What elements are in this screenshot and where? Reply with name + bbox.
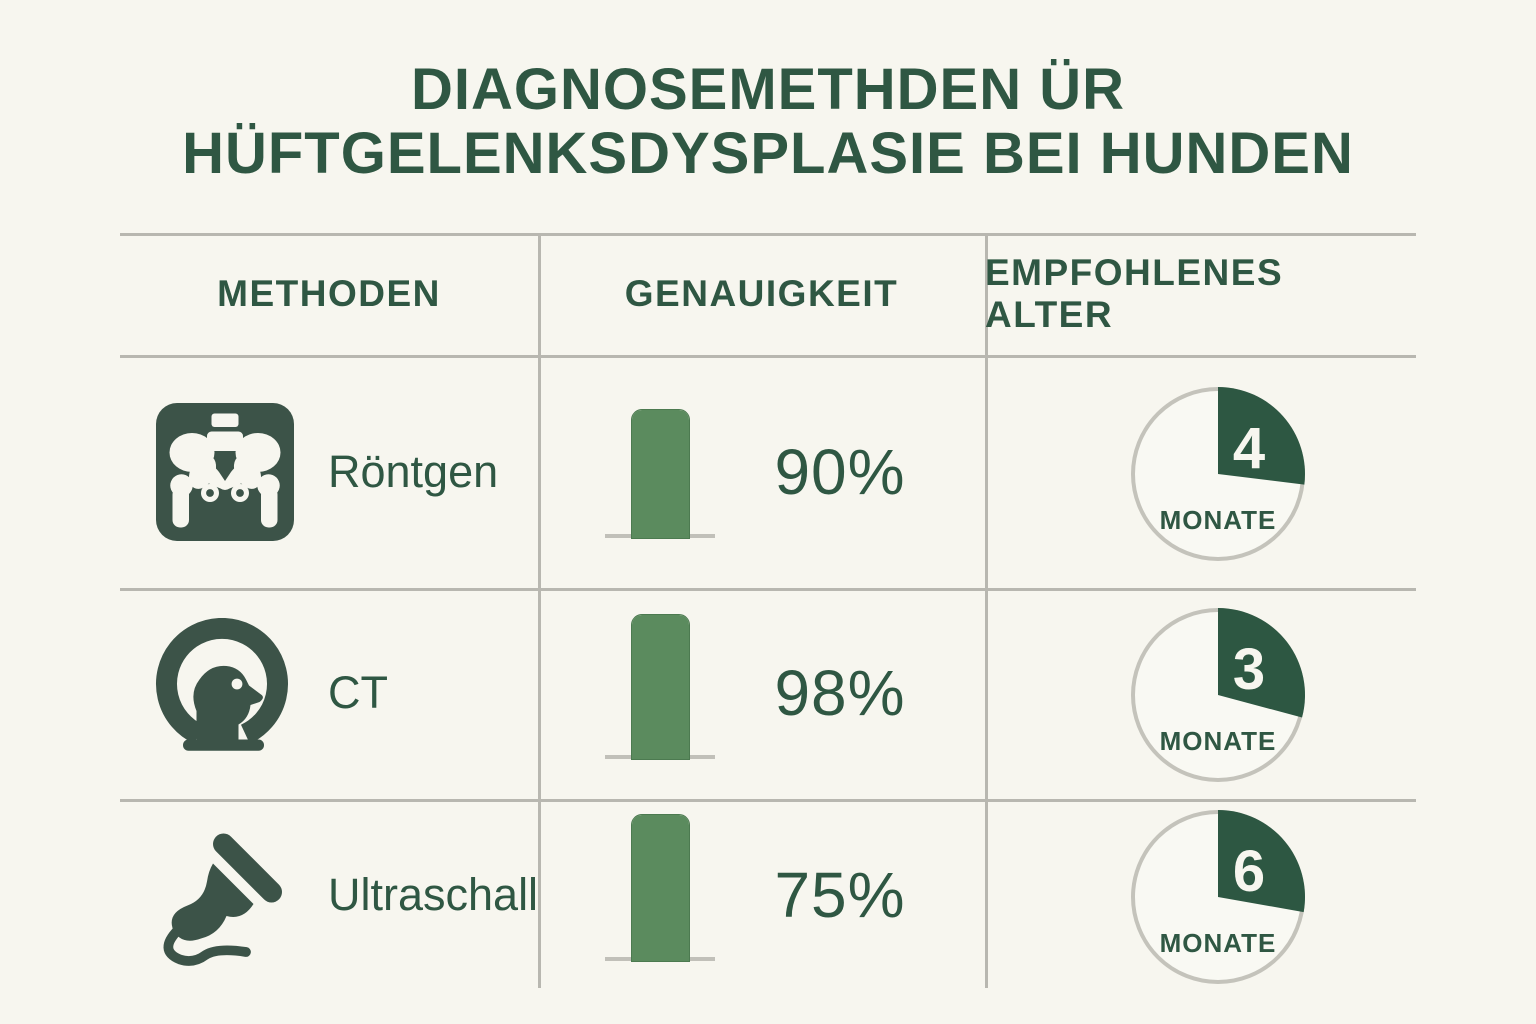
row2-bottom-border [120,799,1416,802]
accuracy-value: 98% [774,657,906,729]
age-number: 3 [1233,637,1265,702]
accuracy-bar [631,409,690,539]
column-divider-2 [985,233,988,988]
age-pie-wedge [1218,387,1305,485]
ultrasound-probe-icon [150,820,300,970]
header-bottom-border [120,355,1416,358]
method-label: Ultraschall [328,869,539,920]
age-number: 6 [1233,839,1265,904]
page-title-line2: HÜFTGELENKSDYSPLASIE BEI HUNDEN [182,121,1354,186]
page-title: DIAGNOSEMETHDEN ÜR HÜFTGELENKSDYSPLASIE … [0,58,1536,186]
column-header-age: EMPFOHLENES ALTER [985,252,1284,335]
age-unit-label: MONATE [1160,726,1277,756]
bar-baseline [605,755,715,759]
method-label: CT [328,667,388,718]
accuracy-value: 90% [774,436,906,508]
row1-bottom-border [120,588,1416,591]
age-number: 4 [1233,416,1265,481]
age-pie-wedge [1218,608,1306,718]
column-divider-1 [538,233,541,988]
age-unit-label: MONATE [1160,928,1277,958]
accuracy-value: 75% [774,859,906,931]
column-header-accuracy: GENAUIGKEIT [624,273,899,314]
age-pie-chart: 6 MONATE [1128,807,1308,987]
ct-scanner-dog-icon [150,618,300,768]
age-pie-chart: 3 MONATE [1128,605,1308,785]
accuracy-bar [631,614,690,760]
bar-baseline [605,534,715,538]
page-title-line1: DIAGNOSEMETHDEN ÜR [410,57,1126,122]
method-label: Röntgen [328,446,499,497]
age-pie-wedge [1218,810,1306,913]
table-top-border [120,233,1416,236]
accuracy-bar [631,814,690,962]
age-pie-chart: 4 MONATE [1128,384,1308,564]
column-header-methods: METHODEN [217,273,441,314]
xray-pelvis-icon [150,397,300,547]
bar-baseline [605,957,715,961]
age-unit-label: MONATE [1160,505,1277,535]
